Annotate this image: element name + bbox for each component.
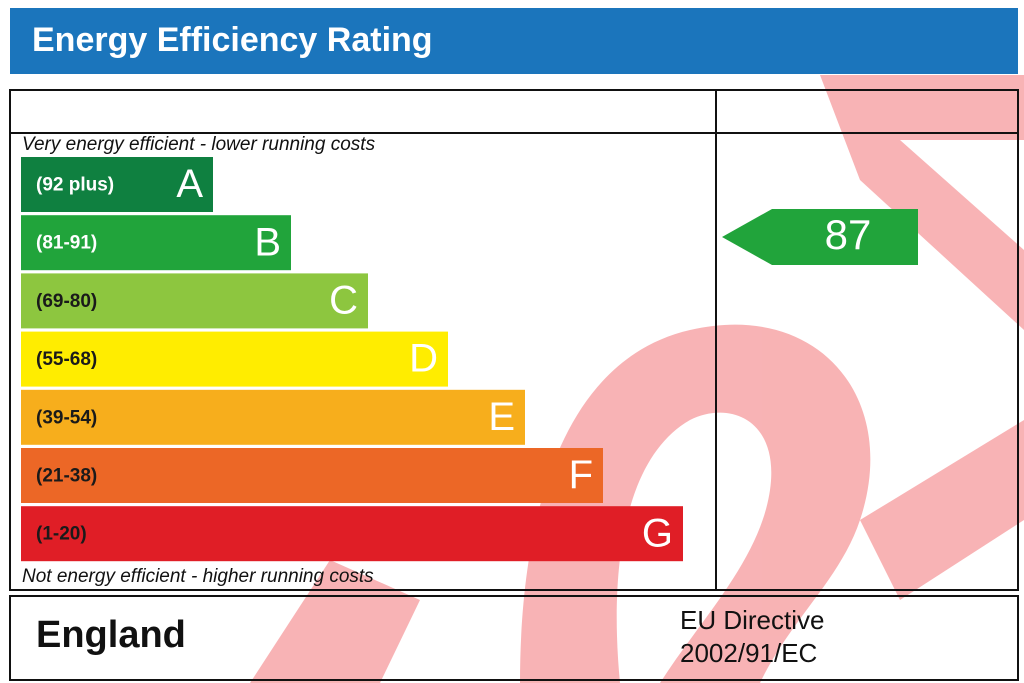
rating-arrow (722, 209, 918, 265)
band-bar (21, 389, 525, 445)
band-range: (81-91) (36, 233, 97, 254)
band-range: (55-68) (36, 349, 97, 370)
band-range: (39-54) (36, 407, 97, 428)
directive: 2002/91/EC (680, 638, 817, 668)
band-letter: E (488, 395, 515, 439)
band-letter: D (409, 337, 438, 381)
band-bar (21, 273, 368, 329)
frame (9, 89, 1019, 681)
top-note: Very energy efficient - lower running co… (22, 134, 376, 155)
band-letter: A (176, 162, 203, 206)
band-letter: B (254, 220, 281, 264)
title-bar (10, 8, 1018, 74)
band-bar (21, 331, 448, 387)
band-range: (1-20) (36, 524, 87, 545)
band-letter: G (642, 511, 673, 555)
band-range: (21-38) (36, 466, 97, 487)
bands: (92 plus) A (81-91) B (69-80) C (55-68) D (39-54… (21, 157, 683, 562)
country: England (36, 614, 186, 656)
band-letter: C (329, 278, 358, 322)
band-bar (21, 448, 603, 503)
directive: EU Directive (680, 605, 824, 635)
bottom-note: Not energy efficient - higher running co… (22, 566, 374, 587)
rating-arrow-group: 87 (722, 209, 918, 265)
rating-value: 87 (825, 211, 872, 258)
band-bar (21, 215, 291, 271)
band-letter: F (569, 453, 593, 497)
title: Energy Efficiency Rating (32, 21, 433, 59)
band-range: (69-80) (36, 291, 97, 312)
band-bar (21, 157, 213, 212)
band-range: (92 plus) (36, 175, 114, 196)
band-bar (21, 506, 683, 562)
